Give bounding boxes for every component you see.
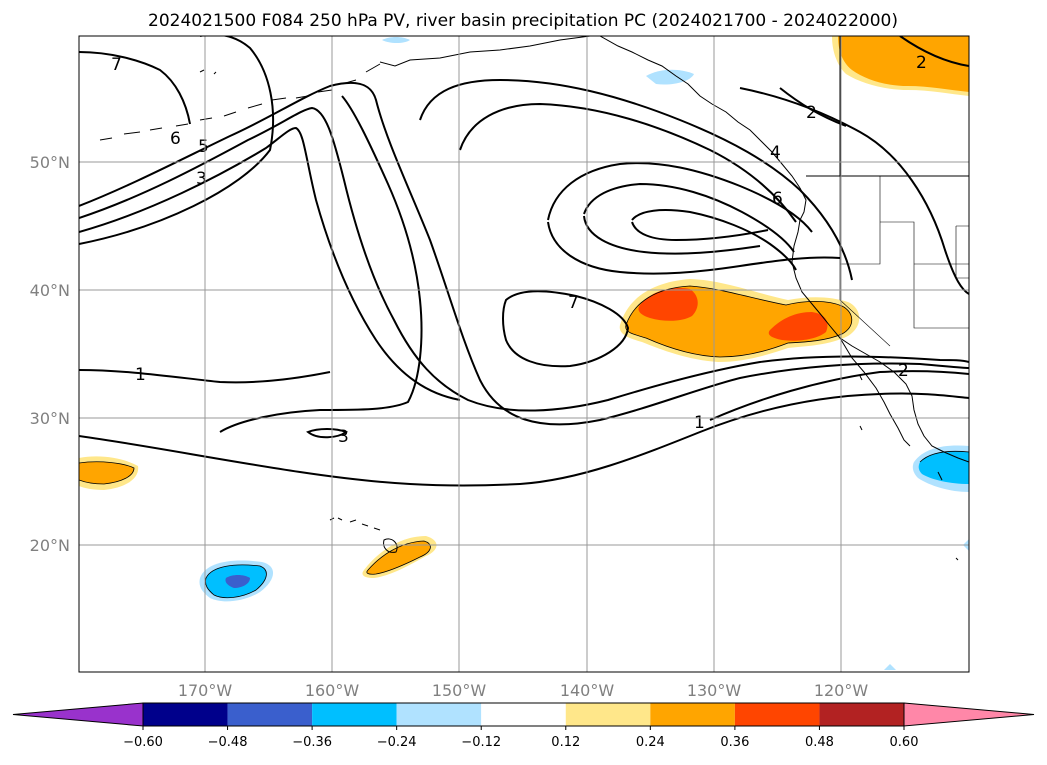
colorbar-tick-label: 0.36: [720, 735, 749, 750]
colorbar-tick-label: −0.12: [461, 735, 501, 750]
pv-contour-s-loop-1: [547, 162, 813, 233]
longitude-labels: 170°W 160°W 150°W 140°W 130°W 120°W: [178, 681, 869, 700]
pv-contour-s-loop-2: [583, 182, 795, 253]
pv-contour-north-2: [779, 87, 847, 127]
colorbar-tick-label: −0.24: [377, 735, 417, 750]
latitude-labels: 50°N 40°N 30°N 20°N: [30, 153, 70, 555]
pv-contour-7-cutoff: [502, 290, 630, 368]
pv-contour-s-loop-4: [547, 221, 841, 275]
precip-positive-west-coast-red-1: [638, 287, 698, 321]
lon-label: 150°W: [432, 681, 487, 700]
lat-label: 40°N: [30, 281, 70, 300]
precipitation-fills: [79, 36, 969, 670]
colorbar-extend-min: [12, 702, 144, 727]
precip-outlines: [79, 285, 969, 599]
pv-contour-3-small: [306, 428, 349, 439]
state-borders: [839, 176, 969, 347]
pv-contour-north-1: [899, 36, 969, 67]
lon-label: 140°W: [560, 681, 615, 700]
contour-label: 6: [170, 129, 181, 149]
pv-contour-7-west: [79, 36, 275, 245]
contour-label: 2: [898, 361, 909, 381]
north-america-coast: [791, 187, 969, 463]
pv-contour-2-southeast: [709, 370, 969, 421]
colorbar-tick-label: 0.60: [890, 735, 919, 750]
colorbar-tick-label: −0.60: [123, 735, 163, 750]
pv-contour-s-loop-5: [583, 215, 761, 255]
precip-positive-west-orange: [79, 461, 134, 484]
pv-contour-7-top: [79, 51, 191, 125]
small-islands: [199, 69, 959, 561]
precip-negative-mexico-blue: [918, 451, 969, 484]
pv-contour-2-east: [739, 87, 969, 295]
pv-contour-7-trough-inner: [459, 102, 797, 223]
contour-label: 3: [338, 427, 349, 447]
pv-contours: [79, 36, 969, 487]
precip-positive-west-coast-red-2: [768, 312, 828, 341]
colorbar-tick-label: −0.36: [292, 735, 332, 750]
colorbar-segment: [734, 703, 820, 726]
precip-negative-alaska-patch: [646, 69, 694, 85]
baja-california: [839, 337, 911, 447]
colorbar: −0.60 −0.48 −0.36 −0.24 −0.12 0.12 0.24 0.36 0.4…: [12, 702, 1035, 750]
pv-contour-s-loop-6: [631, 221, 769, 242]
lon-label: 170°W: [178, 681, 233, 700]
pv-contour-7-trough-outer: [419, 78, 853, 281]
figure-title: 2024021500 F084 250 hPa PV, river basin …: [148, 11, 898, 31]
colorbar-segment: [565, 703, 651, 726]
precip-positive-hawaii-orange: [366, 541, 431, 575]
pv-contour-s-loop-3: [631, 209, 797, 271]
colorbar-segment: [396, 703, 482, 726]
colorbar-segment: [481, 703, 566, 726]
contour-label: 2: [916, 53, 927, 73]
contour-label: 3: [196, 169, 207, 189]
colorbar-segment: [819, 703, 904, 726]
precip-negative-south-patch: [884, 664, 896, 670]
map-panel: 7 6 5 3 1 3 7 1 2 2 2 4 6: [78, 35, 970, 673]
lat-label: 30°N: [30, 409, 70, 428]
colorbar-tick-label: 0.12: [551, 735, 580, 750]
colorbar-tick-label: −0.48: [208, 735, 248, 750]
colorbar-extend-max: [903, 702, 1035, 727]
gridlines: [79, 36, 969, 672]
contour-label: 7: [111, 55, 122, 75]
pv-contour-5: [79, 106, 969, 412]
pv-contour-6: [79, 126, 461, 401]
pv-contour-3-main: [79, 81, 969, 426]
contour-label: 6: [772, 189, 783, 209]
lon-label: 160°W: [305, 681, 360, 700]
lon-label: 130°W: [687, 681, 742, 700]
contour-label: 4: [770, 143, 781, 163]
colorbar-segment: [227, 703, 313, 726]
pv-contour-3-loop: [219, 95, 423, 433]
contour-label: 1: [135, 365, 146, 385]
contour-label: 2: [806, 103, 817, 123]
colorbar-tick-label: 0.24: [636, 735, 665, 750]
colorbar-tick-label: 0.48: [805, 735, 834, 750]
lon-label: 120°W: [814, 681, 869, 700]
colorbar-segment: [650, 703, 735, 726]
contour-label: 1: [694, 413, 705, 433]
map-frame: [78, 35, 970, 673]
contour-label: 7: [568, 293, 579, 313]
lat-label: 20°N: [30, 536, 70, 555]
alaska-coast: [379, 36, 801, 189]
contour-labels: 7 6 5 3 1 3 7 1 2 2 2 4 6: [111, 53, 927, 447]
lat-label: 50°N: [30, 153, 70, 172]
coastlines: [99, 36, 969, 561]
colorbar-segment: [143, 703, 228, 726]
pv-contour-1-lower: [79, 392, 969, 487]
colorbar-outline: [142, 702, 905, 727]
contour-label: 5: [198, 137, 209, 157]
precip-positive-northeast-orange: [838, 36, 969, 92]
colorbar-segment: [312, 703, 397, 726]
precip-negative-north-patch: [382, 37, 410, 43]
precip-negative-southwest-royal: [225, 575, 250, 588]
pv-contour-1-upper: [79, 369, 331, 384]
